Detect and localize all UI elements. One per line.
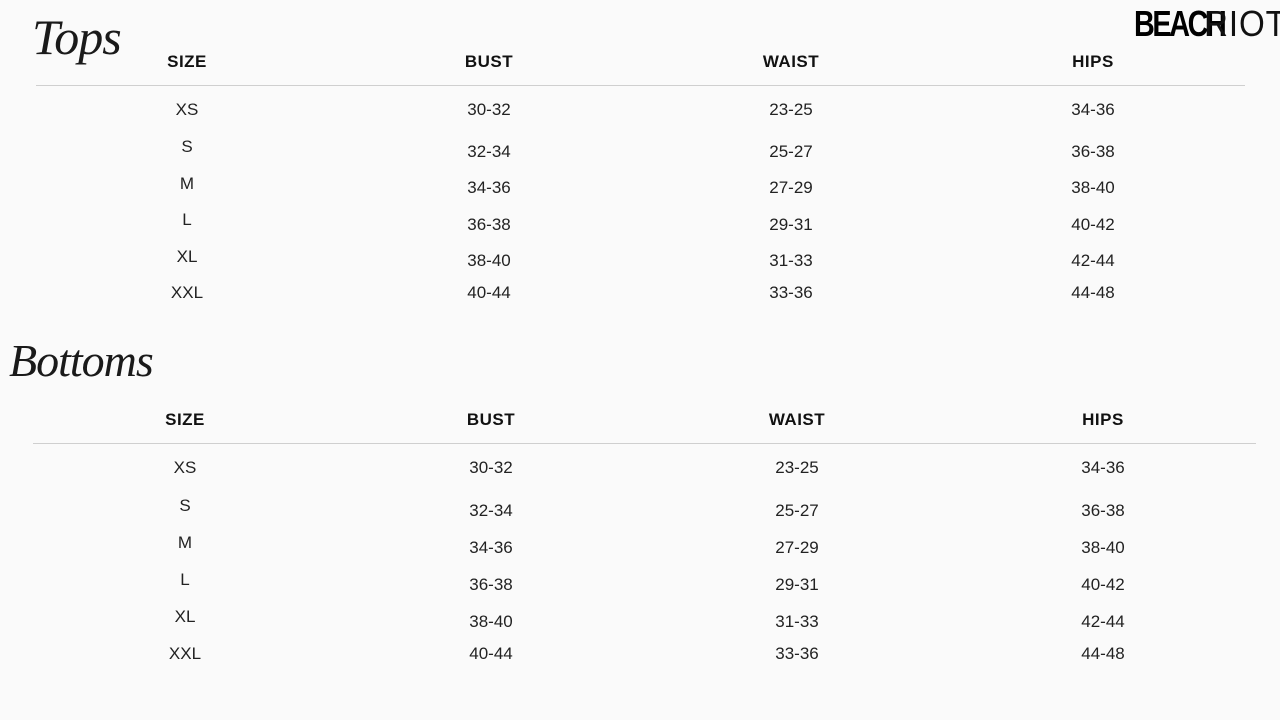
bottoms-cell-size: XL [174,607,196,626]
tops-cell-bust: 30-32 [467,100,511,119]
tops-header-divider [36,85,1245,86]
brand-logo: BEACH RIOT [1134,3,1280,44]
tops-cell-size: XXL [170,283,204,302]
tops-cell-hips: 42-44 [1071,251,1115,270]
bottoms-cell-size: L [180,570,190,589]
tops-cell-bust: 38-40 [467,251,511,270]
bottoms-header-hips: HIPS [1082,410,1124,429]
bottoms-cell-bust: 36-38 [469,575,513,594]
tops-cell-waist: 27-29 [769,178,813,197]
bottoms-cell-hips: 44-48 [1081,644,1125,663]
bottoms-cell-hips: 42-44 [1081,612,1125,631]
bottoms-cell-hips: 34-36 [1081,458,1125,477]
bottoms-cell-hips: 36-38 [1081,501,1125,520]
tops-cell-bust: 34-36 [467,178,511,197]
bottoms-cell-hips: 40-42 [1081,575,1125,594]
tops-cell-waist: 31-33 [769,251,813,270]
bottoms-cell-bust: 30-32 [469,458,513,477]
bottoms-cell-size: S [179,496,191,515]
tops-cell-bust: 32-34 [467,142,511,161]
tops-cell-hips: 34-36 [1071,100,1115,119]
tops-cell-size: XS [175,100,199,119]
bottoms-title: Bottoms [9,335,154,386]
tops-title: Tops [32,9,122,65]
bottoms-cell-size: XS [173,458,197,477]
tops-cell-size: S [181,137,193,156]
bottoms-cell-hips: 38-40 [1081,538,1125,557]
tops-header-size: SIZE [167,52,207,71]
bottoms-cell-bust: 38-40 [469,612,513,631]
bottoms-cell-waist: 29-31 [775,575,819,594]
tops-cell-waist: 29-31 [769,215,813,234]
bottoms-cell-size: M [177,533,193,552]
tops-header-waist: WAIST [762,52,820,71]
bottoms-cell-size: XXL [168,644,202,663]
tops-cell-size: M [179,174,195,193]
bottoms-cell-bust: 40-44 [469,644,513,663]
tops-cell-waist: 25-27 [769,142,813,161]
bottoms-header-waist: WAIST [768,410,826,429]
bottoms-header-size: SIZE [165,410,205,429]
tops-header-bust: BUST [464,52,514,71]
bottoms-cell-bust: 34-36 [469,538,513,557]
tops-cell-hips: 40-42 [1071,215,1115,234]
bottoms-header-bust: BUST [466,410,516,429]
tops-cell-size: L [182,210,192,229]
tops-cell-hips: 44-48 [1071,283,1115,302]
bottoms-cell-waist: 27-29 [775,538,819,557]
tops-cell-bust: 36-38 [467,215,511,234]
bottoms-header-divider [33,443,1256,444]
logo-bold-text: BEACH [1134,3,1227,44]
tops-cell-bust: 40-44 [467,283,511,302]
tops-header-hips: HIPS [1072,52,1114,71]
logo-light-text: RIOT [1204,3,1280,44]
bottoms-cell-waist: 23-25 [775,458,819,477]
bottoms-cell-waist: 31-33 [775,612,819,631]
tops-cell-size: XL [176,247,198,266]
tops-cell-waist: 23-25 [769,100,813,119]
tops-cell-hips: 36-38 [1071,142,1115,161]
bottoms-cell-bust: 32-34 [469,501,513,520]
bottoms-cell-waist: 25-27 [775,501,819,520]
bottoms-cell-waist: 33-36 [775,644,819,663]
tops-cell-hips: 38-40 [1071,178,1115,197]
tops-cell-waist: 33-36 [769,283,813,302]
